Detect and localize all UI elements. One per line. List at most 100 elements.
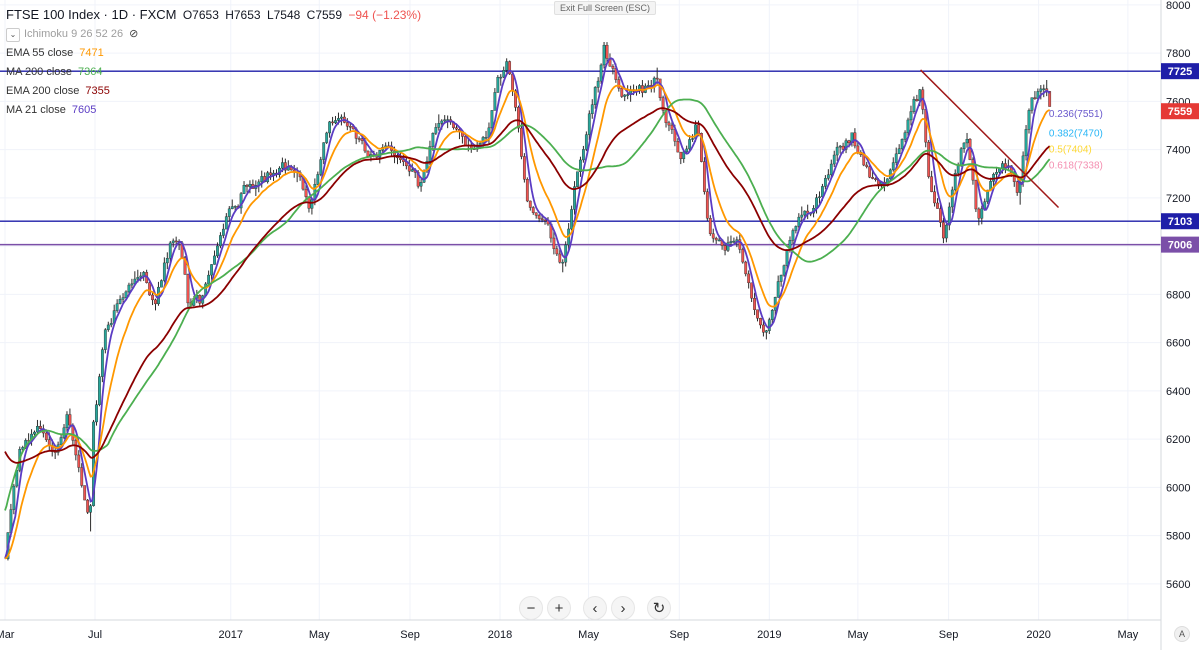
y-tick-label: 6200 [1166,434,1190,446]
candle-body [823,178,827,187]
candle-body [428,146,432,162]
candle-body [443,119,447,122]
candle [623,94,627,102]
candle [714,236,718,244]
x-tick-label: May [1117,629,1138,641]
candle-body [770,310,774,320]
indicator-ema55[interactable]: EMA 55 close 7471 [6,44,421,63]
candle-body [1030,97,1034,111]
x-tick-label: 2017 [219,629,243,641]
exit-full-screen-button[interactable]: Exit Full Screen (ESC) [554,1,657,15]
candle [829,159,833,179]
candle-body [419,182,423,187]
candle [221,223,225,239]
candle-body [939,208,942,223]
candle-body [590,104,594,115]
candle-body [422,170,426,183]
candle-body [747,273,751,284]
indicator-ma21[interactable]: MA 21 close 7605 [6,101,421,120]
candle [139,272,143,282]
candle-body [434,127,438,134]
candle-body [617,79,621,89]
scroll-left-button[interactable]: ‹ [583,596,607,620]
moving-averages [4,57,1051,560]
candle [1045,79,1049,97]
candle [818,191,821,204]
ohlc-low: L7548 [266,8,301,22]
candle-body [679,151,683,160]
candle [959,147,963,167]
scroll-right-button[interactable]: › [611,596,635,620]
candle-body [717,239,721,242]
candle-body [732,240,736,243]
indicator-label: EMA 200 close [6,85,80,97]
candle-body [331,121,334,124]
candle-body [357,138,361,140]
last-price-label: 7559 [1168,106,1192,118]
candle [165,252,169,270]
y-tick-label: 6600 [1166,338,1190,350]
candle [776,275,780,298]
fib-labels: 0.236(7551) 0.382(7470) 0.5(7404) 0.618(733… [1049,109,1103,171]
candle [319,156,323,177]
y-tick-label: 7400 [1166,145,1190,157]
last-price-tag [1161,103,1199,120]
indicator-ma200[interactable]: MA 200 close 7364 [6,63,421,82]
candle [224,213,228,230]
candle-body [874,178,877,180]
candle [522,153,526,183]
x-tick-label: 2018 [488,629,512,641]
candle [596,77,600,93]
level-price-label: 7103 [1168,216,1192,228]
candle-body [691,138,694,140]
candle-body [741,249,745,263]
candle-body [944,224,948,239]
candle-body [702,161,706,192]
candle [741,247,745,264]
reset-chart-button[interactable]: ↻ [647,596,671,620]
eye-hidden-icon[interactable]: ⊘ [129,28,139,40]
candles [6,41,1052,561]
candle [744,260,748,277]
candle-body [620,88,624,97]
candle-body [198,295,202,304]
candle-body [219,235,222,247]
zoom-in-button[interactable]: + [547,596,571,620]
candle [100,347,104,383]
auto-scale-button[interactable]: A [1174,626,1190,642]
candle-body [909,111,913,121]
candle [965,132,969,148]
candle [95,400,98,426]
indicator-ichimoku[interactable]: ⌄ Ichimoku 9 26 52 26 ⊘ [6,25,421,44]
candle [525,177,529,203]
zoom-out-button[interactable]: − [519,596,543,620]
candle-body [283,162,287,171]
y-tick-label: 6400 [1166,386,1190,398]
chevron-down-icon[interactable]: ⌄ [6,27,20,42]
candle [65,411,69,432]
candle-body [930,176,934,192]
candle-body [100,349,104,377]
candle [980,205,984,225]
candle [331,116,334,126]
fib-level-label: 0.382(7470) [1049,129,1103,140]
candle [115,299,119,313]
candle-body [216,245,219,257]
y-tick-label: 7200 [1166,193,1190,205]
legend: FTSE 100 Index · 1D · FXCM O7653 H7653 L… [6,5,421,120]
candle-body [118,299,122,305]
candle [558,249,562,264]
candle-body [561,261,565,264]
y-tick-label: 7800 [1166,48,1190,60]
candle [909,105,913,126]
ma-line-ma-200-close [4,98,1051,511]
candle [493,88,497,111]
candle-body [496,77,500,93]
candle [1015,180,1019,196]
candle [688,135,692,152]
ma-line-ma-21-close [4,57,1051,559]
candle [260,170,264,188]
candle-body [980,208,984,219]
indicator-ema200[interactable]: EMA 200 close 7355 [6,82,421,101]
candle-body [576,171,579,187]
